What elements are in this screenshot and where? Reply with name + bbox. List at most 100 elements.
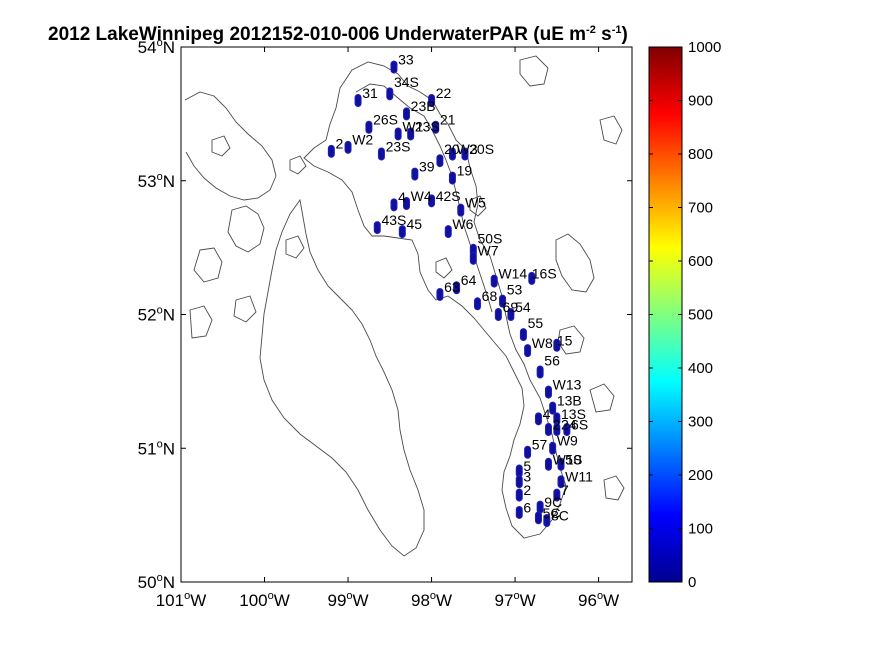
station-marker	[524, 445, 532, 459]
station-marker	[490, 274, 498, 288]
station-label: 20	[444, 141, 460, 157]
station-label: 8C	[551, 507, 569, 523]
colorbar-ticks: 0 100 200 300 400 500 600 700 800 900 1000	[649, 39, 721, 591]
colorbar-tick-label: 0	[688, 574, 696, 591]
station-marker	[494, 308, 502, 321]
station-label: 23S	[386, 138, 411, 154]
station-markers	[327, 60, 571, 527]
station-label: W14	[498, 265, 527, 281]
x-tick-label: 100oW	[239, 590, 290, 610]
station-label: 2	[523, 482, 531, 498]
station-marker	[549, 401, 557, 415]
station-label: 23B	[411, 98, 436, 114]
station-marker	[557, 457, 565, 471]
station-label: W3	[457, 141, 478, 157]
station-label: 13S	[561, 406, 586, 422]
station-label: 57	[532, 437, 548, 453]
station-marker	[448, 171, 456, 185]
station-label: 13B	[557, 392, 582, 408]
x-tick-label: 101oW	[156, 590, 207, 610]
colorbar-tick-label: 1000	[688, 39, 721, 56]
station-label: 5S	[565, 451, 582, 467]
station-label: 55	[528, 315, 544, 331]
station-label: W1	[402, 118, 423, 134]
station-marker	[365, 120, 373, 134]
station-label: 50S	[477, 231, 502, 247]
station-label: 21	[440, 112, 456, 128]
station-label: 2	[553, 417, 561, 433]
station-label: 5C	[543, 505, 561, 521]
colorbar-tick-label: 300	[688, 414, 713, 431]
station-marker	[432, 120, 440, 134]
colorbar-tick-label: 500	[688, 307, 713, 324]
station-label: 20S	[469, 141, 494, 157]
station-marker	[386, 87, 394, 101]
station-marker	[327, 144, 335, 158]
station-marker	[411, 167, 419, 181]
station-label: 6	[523, 499, 531, 515]
station-marker	[403, 196, 410, 210]
station-marker	[534, 511, 542, 525]
station-label: 24	[561, 417, 577, 433]
station-marker	[398, 225, 406, 239]
station-marker	[553, 423, 561, 437]
station-marker	[553, 338, 561, 352]
station-marker	[428, 94, 436, 107]
y-tick-label: 52oN	[138, 305, 175, 325]
station-marker	[407, 127, 415, 141]
station-label: W5	[465, 195, 486, 211]
station-marker	[544, 457, 552, 471]
station-marker	[373, 221, 381, 235]
station-marker	[515, 488, 523, 502]
station-marker	[390, 60, 398, 74]
x-tick-label: 98oW	[411, 590, 452, 610]
x-axis-ticks: 101oW 100oW 99oW 98oW 97oW 96oW	[156, 47, 619, 610]
station-label: 54	[515, 299, 531, 315]
station-label: 7	[561, 482, 569, 498]
y-tick-label: 51oN	[138, 438, 175, 458]
station-label: 56	[544, 352, 560, 368]
station-label: 15	[557, 332, 573, 348]
station-marker	[428, 194, 436, 208]
station-label: W9	[557, 433, 578, 449]
station-label: W13	[553, 376, 582, 392]
x-tick-label: 96oW	[578, 590, 619, 610]
station-marker	[528, 271, 536, 285]
station-label: 43S	[381, 212, 406, 228]
station-marker	[394, 127, 402, 141]
station-marker	[515, 475, 523, 489]
station-marker	[544, 423, 552, 437]
station-marker	[515, 505, 523, 519]
station-label: 4	[398, 189, 406, 205]
station-label: 39	[419, 158, 435, 174]
station-marker	[344, 140, 352, 154]
station-marker	[544, 385, 552, 399]
station-label: 69	[503, 299, 519, 315]
station-label: 22	[436, 85, 452, 101]
coastline-outline	[184, 55, 625, 557]
station-marker	[457, 203, 465, 217]
station-marker	[390, 198, 398, 212]
y-tick-label: 53oN	[138, 171, 175, 191]
station-label: W4	[411, 188, 432, 204]
colorbar-tick-label: 600	[688, 253, 713, 270]
station-marker	[473, 297, 481, 311]
station-marker	[377, 147, 385, 161]
colorbar-tick-label: 100	[688, 521, 713, 538]
station-marker	[524, 344, 532, 358]
station-label: 42S	[436, 188, 461, 204]
colorbar-tick-label: 900	[688, 93, 713, 110]
station-marker	[499, 294, 507, 308]
station-marker	[461, 147, 469, 161]
station-marker	[563, 423, 571, 437]
station-marker	[519, 328, 527, 342]
station-label: 68	[482, 288, 498, 304]
station-label: 5	[523, 458, 531, 474]
colorbar-tick-label: 400	[688, 360, 713, 377]
station-label: 26S	[373, 112, 398, 128]
station-marker	[354, 94, 362, 107]
station-label: 9C	[544, 494, 562, 510]
station-marker	[436, 154, 444, 168]
station-label: 23S	[415, 118, 440, 134]
x-tick-label: 99oW	[327, 590, 368, 610]
